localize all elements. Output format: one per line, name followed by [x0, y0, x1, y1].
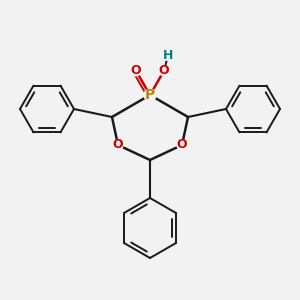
Text: H: H	[163, 49, 173, 62]
Circle shape	[163, 50, 173, 60]
Circle shape	[131, 66, 141, 76]
Text: O: O	[131, 64, 141, 77]
Circle shape	[113, 140, 123, 150]
Text: O: O	[113, 139, 123, 152]
Text: O: O	[177, 139, 187, 152]
Circle shape	[144, 89, 156, 101]
Circle shape	[159, 66, 169, 76]
Text: O: O	[159, 64, 169, 77]
Circle shape	[177, 140, 187, 150]
Text: P: P	[145, 88, 155, 102]
